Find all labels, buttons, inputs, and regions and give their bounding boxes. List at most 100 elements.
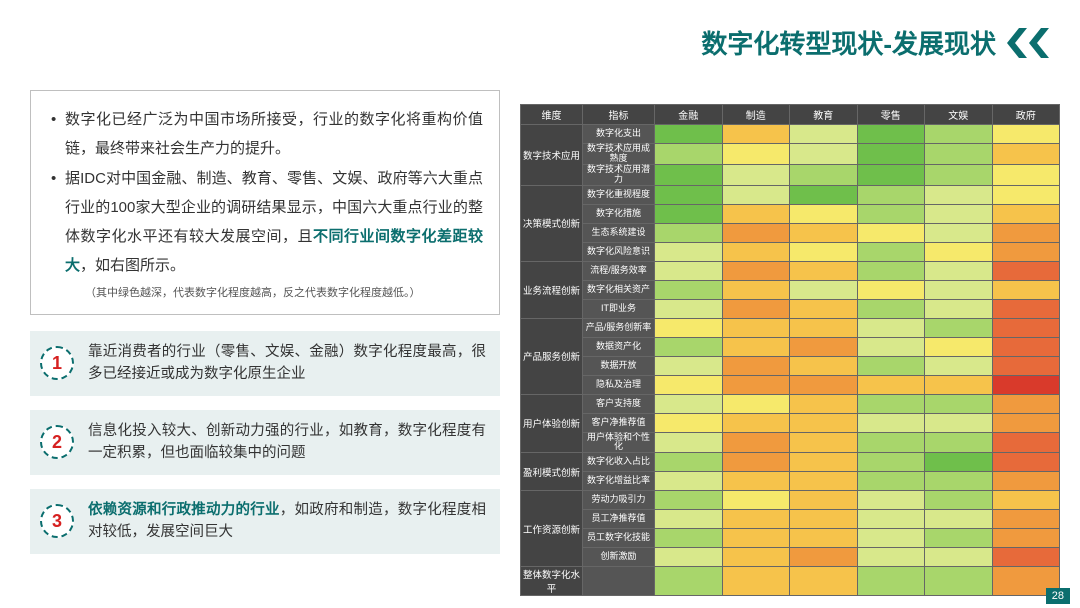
heatmap-cell: [722, 356, 790, 375]
heatmap-cell: [857, 529, 925, 548]
heatmap-cell: [992, 356, 1060, 375]
heatmap-cell: [857, 144, 925, 165]
heatmap-dimension: 整体数字化水平: [521, 567, 583, 596]
heatmap-cell: [790, 356, 858, 375]
heatmap-cell: [655, 472, 723, 491]
heatmap-cell: [925, 223, 993, 242]
heatmap-cell: [655, 144, 723, 165]
point-text: 依赖资源和行政推动力的行业，如政府和制造，数字化程度相对较低，发展空间巨大: [88, 499, 486, 544]
heatmap-cell: [790, 261, 858, 280]
heatmap-cell: [790, 337, 858, 356]
heatmap-cell: [925, 529, 993, 548]
heatmap-cell: [722, 491, 790, 510]
heatmap-cell: [857, 472, 925, 491]
heatmap-cell: [992, 510, 1060, 529]
heatmap-cell: [925, 491, 993, 510]
heatmap-cell: [655, 185, 723, 204]
heatmap-cell: [722, 318, 790, 337]
heatmap-cell: [925, 242, 993, 261]
heatmap-cell: [655, 529, 723, 548]
heatmap-cell: [925, 375, 993, 394]
heatmap-cell: [857, 223, 925, 242]
heatmap-cell: [857, 125, 925, 144]
heatmap-cell: [992, 453, 1060, 472]
heatmap-chart: 维度指标金融制造教育零售文娱政府数字技术应用数字化支出数字技术应用成熟度数字技术…: [520, 104, 1060, 596]
heatmap-cell: [790, 185, 858, 204]
heatmap-cell: [925, 261, 993, 280]
heatmap-cell: [722, 529, 790, 548]
heatmap-cell: [655, 453, 723, 472]
heatmap-cell: [925, 413, 993, 432]
heatmap-cell: [857, 185, 925, 204]
heatmap-cell: [790, 510, 858, 529]
heatmap-cell: [790, 432, 858, 453]
heatmap-col-header: 金融: [655, 105, 723, 125]
intro-box: 数字化已经广泛为中国市场所接受，行业的数字化将重构价值链，最终带来社会生产力的提…: [30, 90, 500, 315]
page-number: 28: [1046, 588, 1070, 604]
heatmap-cell: [722, 144, 790, 165]
heatmap-cell: [925, 356, 993, 375]
heatmap-cell: [992, 413, 1060, 432]
heatmap-cell: [655, 164, 723, 185]
heatmap-cell: [655, 413, 723, 432]
heatmap-cell: [992, 491, 1060, 510]
heatmap-cell: [655, 337, 723, 356]
heatmap-cell: [722, 472, 790, 491]
heatmap-cell: [722, 299, 790, 318]
heatmap-cell: [857, 318, 925, 337]
key-point: 2信息化投入较大、创新动力强的行业，如教育，数字化程度有一定积累，但也面临较集中…: [30, 410, 500, 475]
heatmap-cell: [722, 185, 790, 204]
point-text: 信息化投入较大、创新动力强的行业，如教育，数字化程度有一定积累，但也面临较集中的…: [88, 420, 486, 465]
heatmap-indicator: 数字化相关资产: [583, 280, 655, 299]
heatmap-indicator: 数字技术应用潜力: [583, 164, 655, 185]
heatmap-col-header: 维度: [521, 105, 583, 125]
heatmap-cell: [722, 261, 790, 280]
heatmap-cell: [722, 280, 790, 299]
heatmap-cell: [790, 548, 858, 567]
heatmap-indicator: [583, 567, 655, 596]
heatmap-cell: [722, 510, 790, 529]
heatmap-cell: [790, 204, 858, 223]
heatmap-cell: [925, 453, 993, 472]
heatmap-cell: [992, 432, 1060, 453]
heatmap-cell: [925, 280, 993, 299]
heatmap-cell: [655, 318, 723, 337]
chevron-decor: [1006, 28, 1050, 58]
heatmap-indicator: 数字化支出: [583, 125, 655, 144]
heatmap-dimension: 业务流程创新: [521, 261, 583, 318]
heatmap-cell: [925, 548, 993, 567]
heatmap-cell: [992, 185, 1060, 204]
heatmap-indicator: IT即业务: [583, 299, 655, 318]
heatmap-cell: [992, 472, 1060, 491]
heatmap-indicator: 隐私及治理: [583, 375, 655, 394]
slide-title-bar: 数字化转型现状-发展现状: [701, 24, 1050, 61]
slide-title: 数字化转型现状-发展现状: [701, 24, 996, 61]
heatmap-cell: [857, 510, 925, 529]
heatmap-cell: [722, 204, 790, 223]
heatmap-cell: [655, 280, 723, 299]
heatmap-dimension: 产品服务创新: [521, 318, 583, 394]
heatmap-indicator: 员工净推荐值: [583, 510, 655, 529]
point-text: 靠近消费者的行业（零售、文娱、金融）数字化程度最高，很多已经接近或成为数字化原生…: [88, 341, 486, 386]
heatmap-cell: [722, 223, 790, 242]
heatmap-cell: [655, 548, 723, 567]
heatmap-cell: [925, 432, 993, 453]
heatmap-cell: [790, 299, 858, 318]
heatmap-col-header: 制造: [722, 105, 790, 125]
heatmap-cell: [655, 567, 723, 596]
heatmap-cell: [857, 261, 925, 280]
heatmap-cell: [925, 125, 993, 144]
heatmap-cell: [790, 318, 858, 337]
heatmap-cell: [992, 223, 1060, 242]
heatmap-indicator: 数字化措施: [583, 204, 655, 223]
heatmap-cell: [655, 299, 723, 318]
heatmap-cell: [655, 223, 723, 242]
heatmap-cell: [655, 242, 723, 261]
heatmap-cell: [925, 185, 993, 204]
heatmap-cell: [790, 453, 858, 472]
heatmap-indicator: 产品/服务创新率: [583, 318, 655, 337]
heatmap-dimension: 工作资源创新: [521, 491, 583, 567]
heatmap-cell: [655, 375, 723, 394]
heatmap-indicator: 员工数字化技能: [583, 529, 655, 548]
heatmap-cell: [655, 125, 723, 144]
